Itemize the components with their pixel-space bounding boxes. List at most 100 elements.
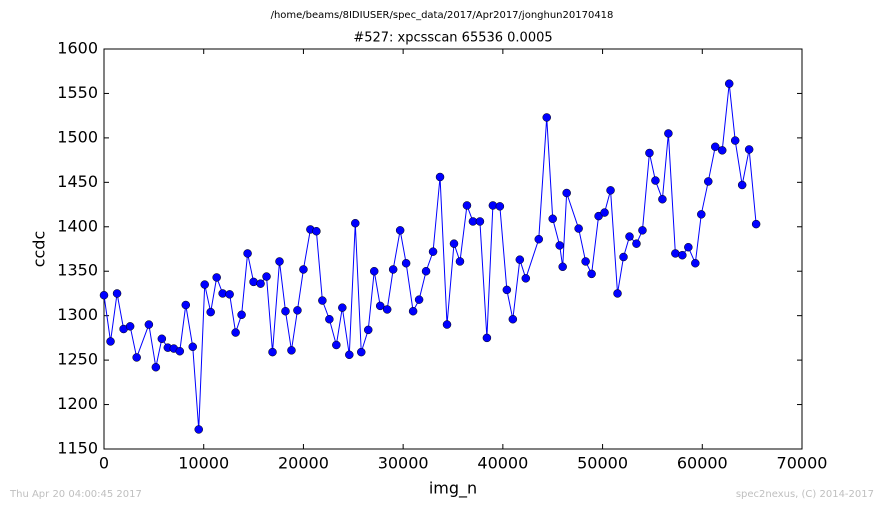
data-point (625, 232, 634, 241)
x-tick-label: 30000 (378, 454, 429, 473)
data-point (710, 142, 720, 152)
data-point (658, 194, 667, 204)
data-point (421, 266, 431, 276)
data-point (218, 289, 227, 298)
chart-title: #527: xpcsscan 65536 0.0005 (353, 31, 552, 46)
x-tick-label: 50000 (577, 454, 628, 473)
data-point (243, 249, 252, 258)
data-point (345, 350, 354, 360)
x-tick-label: 0 (99, 454, 109, 473)
data-point (462, 201, 472, 210)
data-point (99, 290, 109, 300)
data-point (558, 262, 567, 272)
data-point (112, 289, 122, 298)
data-point (225, 290, 234, 299)
data-point (325, 314, 334, 324)
data-point (697, 210, 706, 219)
data-point (488, 201, 498, 210)
x-tick-label: 70000 (777, 454, 828, 473)
data-point (606, 186, 615, 195)
data-point (581, 257, 590, 266)
data-point (318, 296, 327, 305)
data-point (188, 342, 197, 352)
data-point (717, 146, 727, 155)
data-point (521, 274, 531, 283)
data-point (175, 346, 185, 356)
data-point (357, 347, 366, 357)
data-point (200, 280, 209, 289)
data-point (600, 208, 609, 217)
data-point (691, 258, 700, 268)
data-point (125, 322, 135, 331)
plot-frame (103, 48, 803, 450)
data-point (475, 217, 485, 226)
data-point (414, 295, 424, 304)
data-point (645, 148, 654, 158)
data-point (181, 300, 191, 310)
suptitle: /home/beams/8IDIUSER/spec_data/2017/Apr2… (271, 10, 614, 21)
data-point (382, 305, 392, 314)
data-point (730, 136, 740, 145)
data-point (442, 320, 452, 329)
data-point (482, 333, 492, 343)
data-point (395, 226, 405, 235)
data-point (613, 289, 622, 298)
data-point (299, 265, 308, 274)
data-point (542, 113, 551, 122)
x-tick-label: 60000 (677, 454, 728, 473)
data-point (562, 188, 571, 198)
data-point (206, 307, 215, 317)
data-point (237, 310, 246, 320)
data-point (144, 320, 154, 329)
y-tick-label: 1150 (57, 439, 98, 458)
data-point (293, 306, 302, 315)
data-point (275, 257, 284, 266)
data-point (256, 279, 265, 288)
data-point (704, 177, 713, 186)
data-point (534, 234, 544, 244)
data-point (212, 273, 221, 282)
data-point (751, 219, 761, 229)
footer-timestamp: Thu Apr 20 04:00:45 2017 (9, 489, 142, 500)
data-point (638, 226, 647, 235)
y-tick-label: 1400 (57, 216, 98, 235)
data-point (632, 239, 641, 248)
data-point (151, 362, 161, 372)
data-point (664, 129, 673, 138)
y-tick-label: 1500 (57, 127, 98, 146)
data-point (157, 334, 167, 344)
data-point (388, 265, 398, 274)
x-tick-label: 10000 (178, 454, 229, 473)
x-axis-label: img_n (429, 479, 477, 499)
data-point (548, 214, 557, 224)
data-point (287, 346, 296, 355)
data-point (671, 249, 680, 258)
data-point (428, 247, 438, 256)
data-point (375, 301, 385, 311)
data-point (737, 180, 747, 190)
data-point (332, 340, 341, 350)
data-point (724, 79, 734, 88)
data-point (106, 337, 115, 346)
data-point (684, 242, 693, 252)
y-tick-label: 1200 (57, 394, 98, 413)
data-point (351, 218, 360, 228)
x-tick-label: 20000 (278, 454, 329, 473)
data-point (449, 239, 459, 248)
data-point (495, 202, 505, 211)
y-tick-label: 1600 (57, 39, 98, 58)
data-point (249, 277, 258, 287)
data-point (401, 258, 411, 268)
data-point (281, 306, 290, 316)
data-point (194, 425, 203, 434)
data-point (619, 252, 628, 262)
y-axis-label: ccdc (30, 231, 49, 268)
data-point (574, 224, 583, 233)
y-tick-label: 1350 (57, 261, 98, 280)
data-point (435, 172, 445, 182)
data-point (455, 257, 465, 266)
data-point (515, 255, 525, 264)
data-point (508, 314, 518, 324)
data-point (338, 303, 347, 312)
